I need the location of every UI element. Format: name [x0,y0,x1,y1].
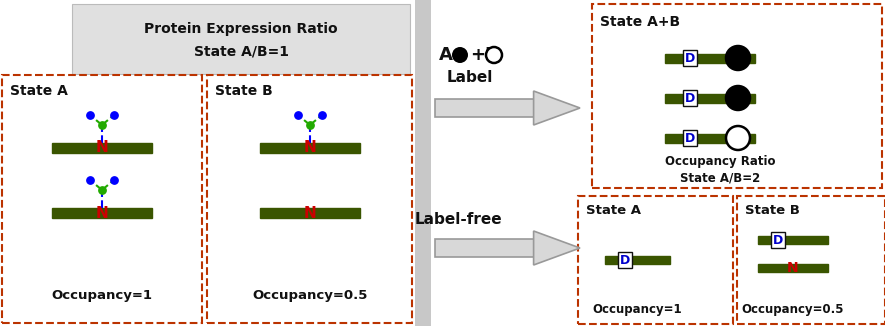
Bar [665,94,755,102]
Bar [52,143,152,153]
Text: N: N [304,141,316,156]
Text: State B: State B [745,204,800,217]
Text: D: D [620,254,630,266]
Circle shape [486,47,502,63]
Circle shape [452,47,468,63]
Text: Protein Expression Ratio: Protein Expression Ratio [144,22,338,36]
Bar [758,264,828,272]
Bar [578,196,733,324]
Bar [207,75,412,323]
Point [303,122,317,127]
Bar [737,196,885,324]
Text: D: D [773,233,783,246]
Point [107,112,121,118]
Point [95,122,109,127]
Text: State B: State B [215,84,273,98]
Text: N: N [96,205,108,220]
Text: State A/B=1: State A/B=1 [194,45,289,59]
Point [83,177,97,183]
Circle shape [726,46,750,70]
Bar [592,4,882,188]
Bar [435,99,534,117]
Text: A: A [439,46,453,64]
Text: N: N [96,141,108,156]
Bar [72,4,410,74]
Text: Occupancy Ratio: Occupancy Ratio [665,155,775,168]
Point [95,187,109,193]
Bar [415,0,431,326]
Bar [260,143,360,153]
Polygon shape [534,91,580,125]
Text: +B: +B [470,46,498,64]
Text: Occupancy=1: Occupancy=1 [592,304,681,317]
Point [107,177,121,183]
Text: State A: State A [586,204,641,217]
Bar [665,53,755,63]
Text: State A+B: State A+B [600,15,681,29]
Point [291,112,305,118]
Text: D: D [685,92,695,105]
Text: D: D [685,52,695,65]
Text: N: N [787,261,799,275]
Text: State A/B=2: State A/B=2 [680,171,760,185]
Text: D: D [685,131,695,144]
Circle shape [726,86,750,110]
Bar [665,134,755,142]
Bar [260,208,360,218]
Bar [604,256,669,264]
Text: Label: Label [447,70,493,85]
Text: Label-free: Label-free [414,213,502,228]
Text: Occupancy=1: Occupancy=1 [51,289,152,302]
Point [83,112,97,118]
Circle shape [726,126,750,150]
Text: State A: State A [10,84,68,98]
Text: Occupancy=0.5: Occupancy=0.5 [742,304,844,317]
Polygon shape [534,231,580,265]
Point [315,112,329,118]
Bar [52,208,152,218]
Bar [2,75,202,323]
Text: N: N [304,205,316,220]
Bar [435,239,534,257]
Text: Occupancy=0.5: Occupancy=0.5 [252,289,367,302]
Bar [758,236,828,244]
